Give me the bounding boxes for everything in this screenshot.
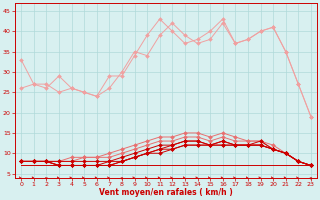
X-axis label: Vent moyen/en rafales ( km/h ): Vent moyen/en rafales ( km/h ): [99, 188, 233, 197]
